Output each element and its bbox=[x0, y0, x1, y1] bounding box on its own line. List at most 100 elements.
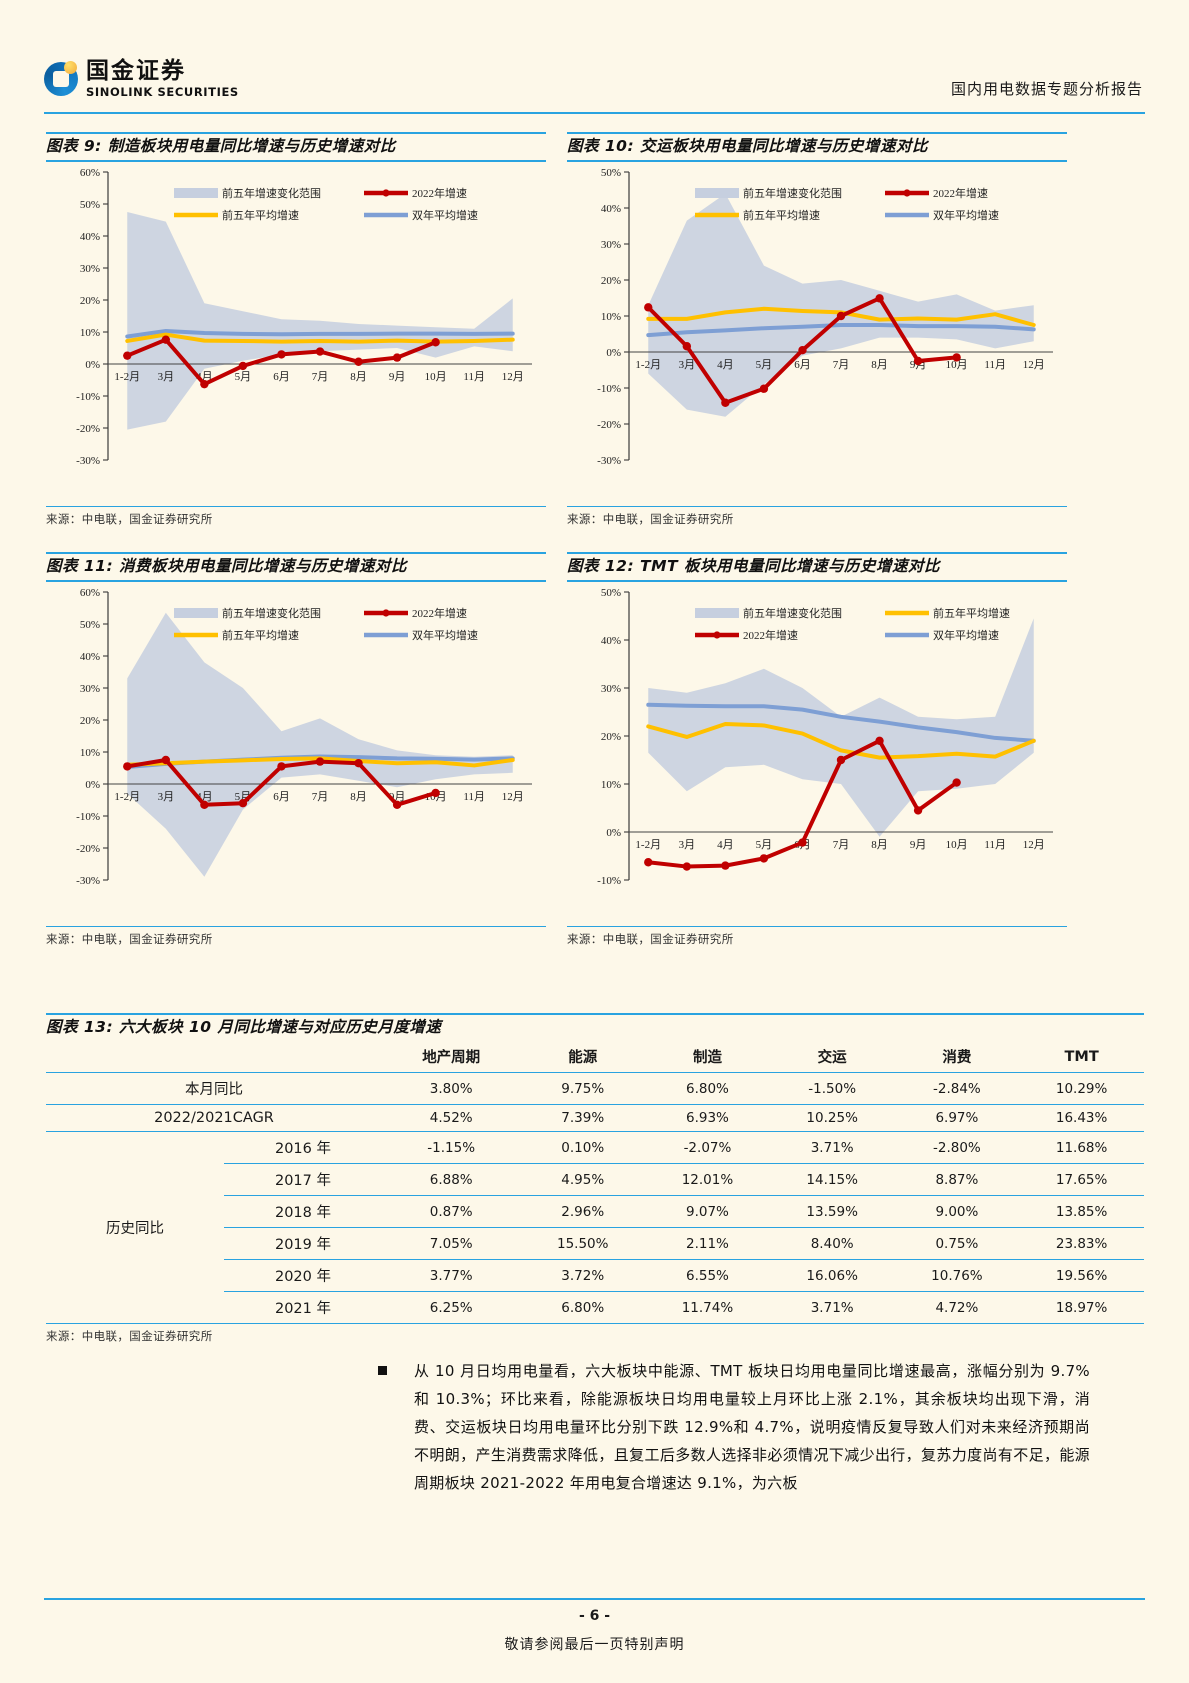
svg-text:前五年增速变化范围: 前五年增速变化范围 bbox=[743, 186, 842, 200]
chart10-canvas: -30% -20% -10% 0% 10% 20% 30% 40% 50% 1-2月 3月 4月 5月 6… bbox=[567, 162, 1067, 506]
footer-note: 敬请参阅最后一页特别声明 bbox=[504, 1637, 685, 1653]
exhibit-chart12: 图表 12: TMT 板块用电量同比增速与历史增速对比 -10% 0% 10% 20%… bbox=[567, 552, 1067, 947]
svg-text:20%: 20% bbox=[601, 731, 621, 743]
svg-text:0%: 0% bbox=[85, 359, 100, 371]
chart9-series-avg2 bbox=[125, 328, 515, 339]
table-cell: 2.11% bbox=[645, 1227, 770, 1260]
exhibit11-title-rule bbox=[46, 580, 546, 582]
svg-text:60%: 60% bbox=[80, 167, 100, 179]
exhibit11-title: 图表 11: 消费板块用电量同比增速与历史增速对比 bbox=[46, 557, 408, 575]
svg-text:40%: 40% bbox=[80, 231, 100, 243]
svg-text:3月: 3月 bbox=[679, 359, 696, 371]
table-col-header: 制造 bbox=[645, 1041, 770, 1073]
svg-text:10月: 10月 bbox=[425, 371, 447, 383]
svg-text:10%: 10% bbox=[80, 327, 100, 339]
table-row-label: 2022/2021CAGR bbox=[46, 1104, 382, 1132]
svg-text:60%: 60% bbox=[80, 587, 100, 599]
table-cell: 3.71% bbox=[769, 1131, 895, 1164]
chart12-series-avg2 bbox=[646, 702, 1036, 743]
svg-text:1-2月: 1-2月 bbox=[114, 371, 140, 383]
table-row-label: 2021 年 bbox=[224, 1291, 382, 1324]
table-row-label: 2017 年 bbox=[224, 1163, 382, 1196]
svg-text:5月: 5月 bbox=[756, 839, 773, 851]
exhibit11-source: 来源：中电联，国金证券研究所 bbox=[46, 932, 213, 947]
svg-text:6月: 6月 bbox=[273, 371, 290, 383]
chart9-series-avg5 bbox=[125, 332, 515, 344]
svg-text:-10%: -10% bbox=[597, 875, 621, 887]
exhibit10-source: 来源：中电联，国金证券研究所 bbox=[567, 512, 734, 527]
exhibit12-bottom-rule bbox=[567, 925, 1067, 928]
svg-text:3月: 3月 bbox=[158, 371, 175, 383]
table-cell: 10.25% bbox=[769, 1104, 895, 1132]
chart10-range-band bbox=[648, 193, 1034, 417]
table-cell: 6.25% bbox=[382, 1291, 521, 1324]
table-row-label: 2020 年 bbox=[224, 1259, 382, 1292]
table-row: 2019 年 7.05% 15.50% 2.11% 8.40% 0.75% 23.83% bbox=[46, 1227, 1144, 1260]
exhibit-chart10: 图表 10: 交运板块用电量同比增速与历史增速对比 -30% -20% -10% 0%… bbox=[567, 132, 1067, 527]
table-cell: 6.93% bbox=[645, 1104, 770, 1132]
svg-text:前五年平均增速: 前五年平均增速 bbox=[933, 606, 1010, 620]
exhibit-chart9: 图表 9: 制造板块用电量同比增速与历史增速对比 -30% -20% -10% 0% 1… bbox=[46, 132, 546, 527]
table-row-label: 2019 年 bbox=[224, 1227, 382, 1260]
svg-text:30%: 30% bbox=[601, 239, 621, 251]
page-header: 国金证券 SINOLINK SECURITIES 国内用电数据专题分析报告 bbox=[0, 0, 1189, 114]
chart11-range-band bbox=[127, 612, 513, 877]
table-cell: 17.65% bbox=[1019, 1163, 1144, 1196]
bullet-square-icon bbox=[378, 1366, 387, 1375]
exhibit9-bottom-rule bbox=[46, 505, 546, 508]
exhibit11-bottom-rule bbox=[46, 925, 546, 928]
svg-text:50%: 50% bbox=[601, 587, 621, 599]
table-col-header: 消费 bbox=[894, 1041, 1020, 1073]
footer-divider bbox=[44, 1598, 1145, 1600]
svg-text:50%: 50% bbox=[601, 167, 621, 179]
svg-text:9月: 9月 bbox=[389, 371, 406, 383]
exhibit13-top-rule bbox=[46, 1013, 1144, 1015]
svg-text:9月: 9月 bbox=[910, 839, 927, 851]
analysis-paragraph-block: 从 10 月日均用电量看，六大板块中能源、TMT 板块日均用电量同比增速最高，涨… bbox=[378, 1357, 1090, 1497]
svg-text:7月: 7月 bbox=[833, 359, 850, 371]
logo-english-name: SINOLINK SECURITIES bbox=[86, 85, 239, 99]
svg-text:2022年增速: 2022年增速 bbox=[743, 628, 798, 642]
table-cell: 16.43% bbox=[1019, 1104, 1144, 1132]
svg-text:20%: 20% bbox=[80, 295, 100, 307]
svg-text:8月: 8月 bbox=[871, 359, 888, 371]
svg-text:10月: 10月 bbox=[946, 839, 968, 851]
svg-text:6月: 6月 bbox=[273, 791, 290, 803]
table-cell: 4.52% bbox=[382, 1104, 521, 1132]
svg-text:双年平均增速: 双年平均增速 bbox=[933, 628, 999, 642]
page-number: - 6 - bbox=[578, 1608, 611, 1624]
svg-text:-10%: -10% bbox=[76, 391, 100, 403]
sector-growth-table: 地产周期 能源 制造 交运 消费 TMT 本月同比 3.80% 9.75% 6.80% -1.50%… bbox=[46, 1041, 1144, 1324]
table-row: 2018 年 0.87% 2.96% 9.07% 13.59% 9.00% 13.85% bbox=[46, 1195, 1144, 1228]
exhibit13-title: 图表 13: 六大板块 10 月同比增速与对应历史月度增速 bbox=[46, 1018, 442, 1036]
chart9-range-band bbox=[127, 211, 513, 430]
svg-text:10%: 10% bbox=[80, 747, 100, 759]
exhibit9-title: 图表 9: 制造板块用电量同比增速与历史增速对比 bbox=[46, 137, 396, 155]
table-row: 本月同比 3.80% 9.75% 6.80% -1.50% -2.84% 10.29% bbox=[46, 1072, 1144, 1105]
exhibit12-title: 图表 12: TMT 板块用电量同比增速与历史增速对比 bbox=[567, 557, 941, 575]
chart9-svg: -30%-20%-10%0%10%20%30%40%50%60%1-2月 3月 4月… bbox=[76, 167, 532, 467]
exhibit9-title-rule bbox=[46, 160, 546, 162]
svg-text:2022年增速: 2022年增速 bbox=[933, 186, 988, 200]
svg-text:3月: 3月 bbox=[679, 839, 696, 851]
svg-text:50%: 50% bbox=[80, 619, 100, 631]
chart10-svg: -30% -20% -10% 0% 10% 20% 30% 40% 50% 1-2月 3月 4月 5月 6… bbox=[597, 167, 1053, 467]
table-cell: 0.87% bbox=[382, 1195, 521, 1228]
table-corner-cell bbox=[46, 1041, 224, 1073]
exhibit9-top-rule bbox=[46, 132, 546, 134]
table-cell: 6.80% bbox=[520, 1291, 646, 1324]
svg-text:0%: 0% bbox=[606, 827, 621, 839]
exhibit-table13: 图表 13: 六大板块 10 月同比增速与对应历史月度增速 地产周期 能源 制造 交运… bbox=[46, 1013, 1144, 1344]
chart12-series-avg5 bbox=[646, 721, 1036, 760]
table-row-label: 本月同比 bbox=[46, 1072, 382, 1105]
table-corner-cell-2 bbox=[224, 1041, 382, 1073]
svg-text:2022年增速: 2022年增速 bbox=[412, 606, 467, 620]
table-cell: -2.07% bbox=[645, 1131, 770, 1164]
table-cell: 4.95% bbox=[520, 1163, 646, 1196]
table-col-header: TMT bbox=[1019, 1041, 1144, 1073]
svg-text:8月: 8月 bbox=[871, 839, 888, 851]
table-col-header: 交运 bbox=[769, 1041, 895, 1073]
logo-chinese-name: 国金证券 bbox=[86, 58, 186, 84]
svg-text:0%: 0% bbox=[606, 347, 621, 359]
table-cell: 0.75% bbox=[894, 1227, 1020, 1260]
